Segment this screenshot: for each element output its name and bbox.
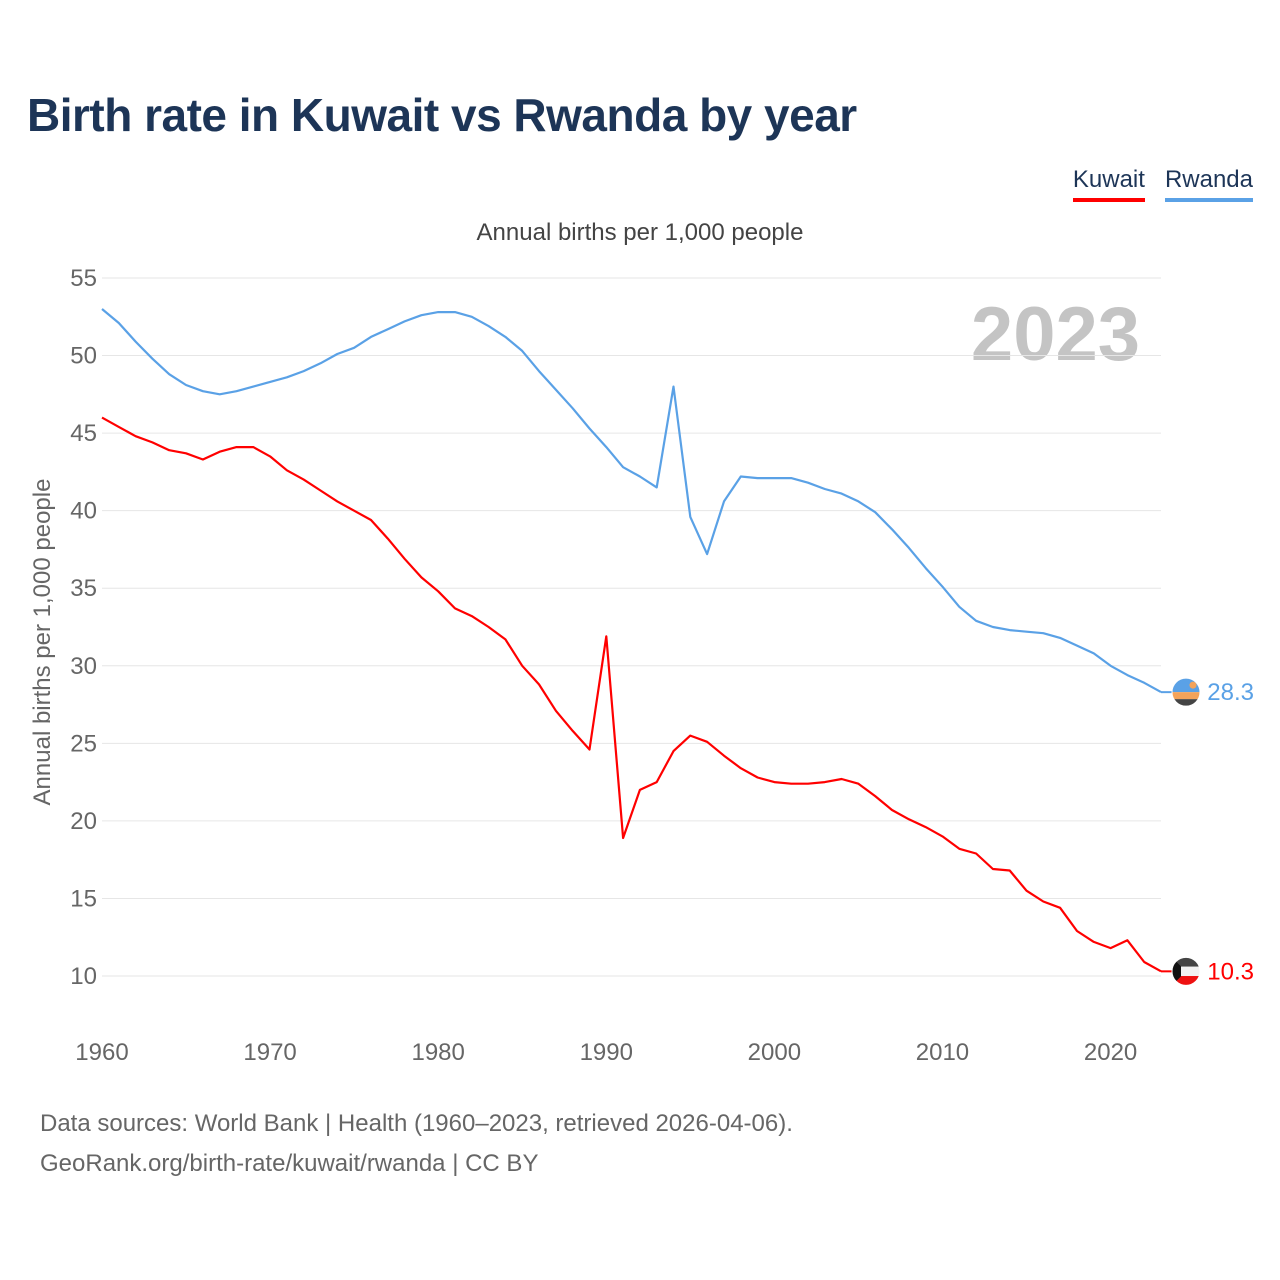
axis-layer: 10 15 20 25 30 35 40 45 50 55 1960 1970 1980 1990 2000…	[70, 265, 1137, 1066]
chart-title: Birth rate in Kuwait vs Rwanda by year	[27, 89, 857, 141]
legend-item-kuwait[interactable]: Kuwait	[1072, 166, 1145, 202]
y-tick-label-30: 30	[70, 653, 97, 680]
y-tick-label-40: 40	[70, 498, 97, 525]
y-tick-label-50: 50	[70, 343, 97, 370]
end-value-label-rwanda: 28.3	[1207, 679, 1254, 706]
end-value-label-kuwait: 10.3	[1207, 958, 1254, 985]
y-tick-label-10: 10	[70, 963, 97, 990]
year-watermark: 2023	[971, 292, 1140, 377]
series-line-kuwait[interactable]	[101, 416, 1162, 973]
x-tick-label-1980: 1980	[411, 1039, 464, 1066]
legend-item-rwanda[interactable]: Rwanda	[1164, 166, 1253, 202]
y-axis-label: Annual births per 1,000 people	[29, 479, 56, 806]
x-tick-label-2010: 2010	[916, 1039, 969, 1066]
flag-icon-rwanda	[1171, 677, 1201, 707]
chart-subtitle: Annual births per 1,000 people	[477, 219, 804, 246]
y-tick-label-15: 15	[70, 885, 97, 912]
flag-icon-kuwait	[1171, 956, 1201, 986]
data-sources: Data sources: World Bank | Health (1960–…	[40, 1110, 793, 1137]
x-tick-label-1990: 1990	[580, 1039, 633, 1066]
end-marker-layer: 10.3 28.3	[1161, 677, 1254, 986]
grid-layer	[102, 277, 1161, 977]
footer: Data sources: World Bank | Health (1960–…	[40, 1104, 793, 1184]
y-tick-label-25: 25	[70, 730, 97, 757]
series-layer	[101, 308, 1162, 973]
y-tick-label-35: 35	[70, 575, 97, 602]
attribution-link[interactable]: GeoRank.org/birth-rate/kuwait/rwanda | C…	[40, 1150, 539, 1177]
legend: Kuwait Rwanda	[1072, 166, 1253, 202]
x-tick-label-2000: 2000	[748, 1039, 801, 1066]
series-line-rwanda[interactable]	[101, 308, 1162, 694]
y-tick-label-45: 45	[70, 420, 97, 447]
x-tick-label-2020: 2020	[1084, 1039, 1137, 1066]
x-tick-label-1960: 1960	[75, 1039, 128, 1066]
y-tick-label-20: 20	[70, 808, 97, 835]
y-tick-label-55: 55	[70, 265, 97, 292]
line-chart: Annual births per 1,000 people 2023 Annu…	[29, 219, 1254, 1066]
x-tick-label-1970: 1970	[243, 1039, 296, 1066]
